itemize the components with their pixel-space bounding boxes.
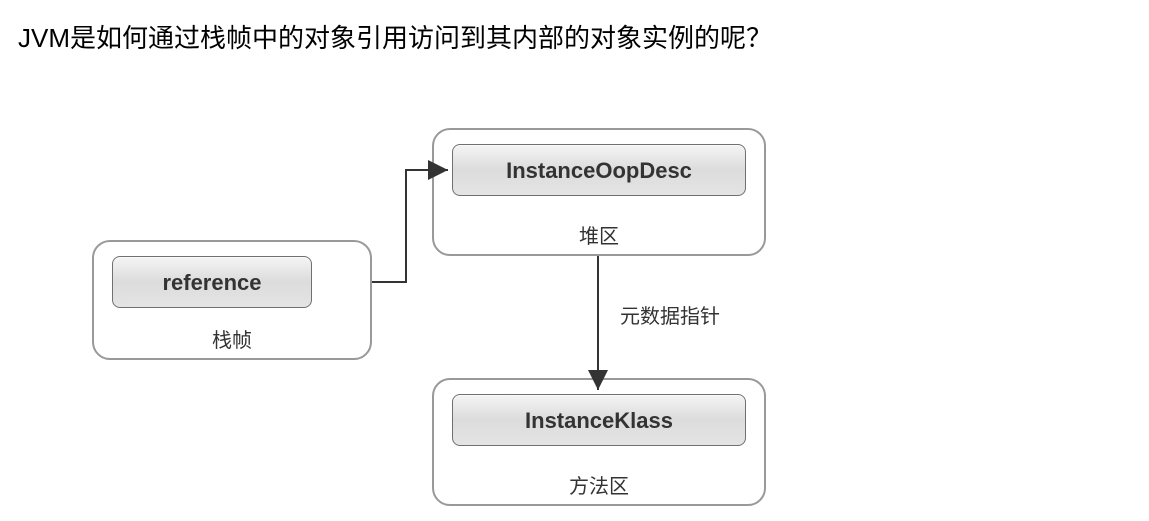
methodarea-label: 方法区 [434, 470, 764, 499]
page-title: JVM是如何通过栈帧中的对象引用访问到其内部的对象实例的呢？ [18, 18, 772, 55]
metadata-pointer-label: 元数据指针 [620, 300, 720, 329]
instanceoopdesc-node: InstanceOopDesc [452, 144, 746, 196]
instanceklass-node: InstanceKlass [452, 394, 746, 446]
heap-label: 堆区 [434, 220, 764, 249]
reference-node: reference [112, 256, 312, 308]
stackframe-label: 栈帧 [94, 324, 370, 353]
